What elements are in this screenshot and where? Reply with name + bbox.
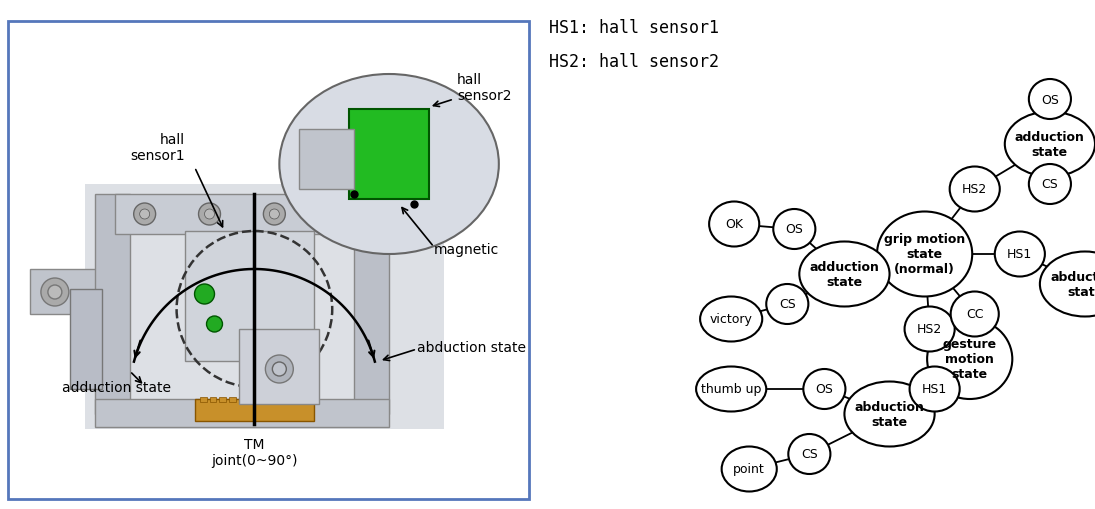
FancyBboxPatch shape [250, 397, 256, 402]
Ellipse shape [710, 202, 759, 247]
FancyBboxPatch shape [240, 397, 246, 402]
Circle shape [195, 285, 215, 304]
Ellipse shape [766, 285, 808, 324]
Text: HS1: hall sensor1: HS1: hall sensor1 [549, 19, 718, 37]
Text: adduction state: adduction state [61, 380, 171, 394]
Text: adduction
state: adduction state [1015, 131, 1085, 159]
Ellipse shape [804, 369, 845, 409]
Text: hall
sensor2: hall sensor2 [457, 73, 511, 103]
FancyBboxPatch shape [354, 194, 389, 414]
FancyBboxPatch shape [95, 194, 129, 414]
Ellipse shape [788, 434, 830, 474]
Ellipse shape [134, 204, 155, 225]
Text: OK: OK [725, 218, 744, 231]
Text: HS2: HS2 [917, 323, 943, 336]
FancyBboxPatch shape [185, 232, 314, 361]
Ellipse shape [994, 232, 1045, 277]
Text: CS: CS [800, 447, 818, 461]
Ellipse shape [904, 307, 955, 352]
Ellipse shape [844, 382, 935, 446]
Circle shape [273, 362, 286, 376]
Ellipse shape [773, 210, 816, 249]
Text: victory: victory [710, 313, 752, 326]
Text: OS: OS [1041, 93, 1059, 106]
FancyBboxPatch shape [115, 194, 379, 235]
Ellipse shape [910, 367, 959, 412]
FancyBboxPatch shape [70, 290, 102, 389]
FancyBboxPatch shape [30, 269, 115, 315]
Ellipse shape [722, 446, 776, 492]
Ellipse shape [41, 278, 69, 306]
Ellipse shape [700, 297, 762, 342]
Text: CS: CS [779, 298, 796, 311]
Ellipse shape [950, 292, 999, 337]
Text: CS: CS [1041, 178, 1058, 191]
Text: OS: OS [785, 223, 804, 236]
Ellipse shape [696, 367, 766, 412]
Ellipse shape [1029, 80, 1071, 120]
Text: point: point [734, 463, 765, 475]
Ellipse shape [269, 210, 279, 219]
FancyBboxPatch shape [240, 329, 320, 404]
FancyBboxPatch shape [269, 397, 276, 402]
Ellipse shape [1005, 112, 1095, 177]
Ellipse shape [328, 204, 350, 225]
Ellipse shape [264, 204, 286, 225]
Text: HS1: HS1 [1007, 248, 1033, 261]
FancyBboxPatch shape [299, 397, 307, 402]
Text: hall
sensor1: hall sensor1 [130, 133, 185, 163]
FancyBboxPatch shape [279, 397, 286, 402]
Ellipse shape [799, 242, 889, 307]
Ellipse shape [877, 212, 972, 297]
Ellipse shape [140, 210, 150, 219]
Text: magnetic: magnetic [434, 242, 499, 257]
FancyBboxPatch shape [230, 397, 237, 402]
Ellipse shape [48, 286, 61, 299]
Ellipse shape [334, 210, 344, 219]
Ellipse shape [205, 210, 215, 219]
Ellipse shape [927, 319, 1012, 399]
FancyBboxPatch shape [309, 397, 316, 402]
Text: OS: OS [816, 383, 833, 395]
Text: abduction
state: abduction state [1050, 270, 1095, 298]
Ellipse shape [198, 204, 220, 225]
Ellipse shape [1029, 165, 1071, 205]
Text: CC: CC [966, 308, 983, 321]
Text: abduction state: abduction state [417, 341, 526, 354]
Text: thumb up: thumb up [701, 383, 761, 395]
FancyBboxPatch shape [84, 185, 443, 429]
Text: TM
joint(0~90°): TM joint(0~90°) [211, 437, 298, 467]
FancyBboxPatch shape [199, 397, 207, 402]
FancyBboxPatch shape [299, 130, 354, 190]
Circle shape [207, 317, 222, 332]
Text: HS2: hall sensor2: HS2: hall sensor2 [549, 53, 718, 71]
Circle shape [265, 355, 293, 383]
FancyBboxPatch shape [95, 399, 389, 427]
Ellipse shape [949, 167, 1000, 212]
FancyBboxPatch shape [219, 397, 227, 402]
Text: adduction
state: adduction state [809, 261, 879, 289]
FancyBboxPatch shape [8, 22, 529, 499]
FancyBboxPatch shape [289, 397, 297, 402]
Text: HS1: HS1 [922, 383, 947, 395]
Text: gesture
motion
state: gesture motion state [943, 338, 996, 381]
FancyBboxPatch shape [349, 110, 429, 200]
FancyBboxPatch shape [209, 397, 217, 402]
Text: HS2: HS2 [963, 183, 988, 196]
Text: abduction
state: abduction state [854, 400, 924, 428]
Ellipse shape [279, 75, 499, 254]
FancyBboxPatch shape [260, 397, 266, 402]
Text: grip motion
state
(normal): grip motion state (normal) [884, 233, 965, 276]
FancyBboxPatch shape [195, 399, 314, 421]
Ellipse shape [1040, 252, 1095, 317]
